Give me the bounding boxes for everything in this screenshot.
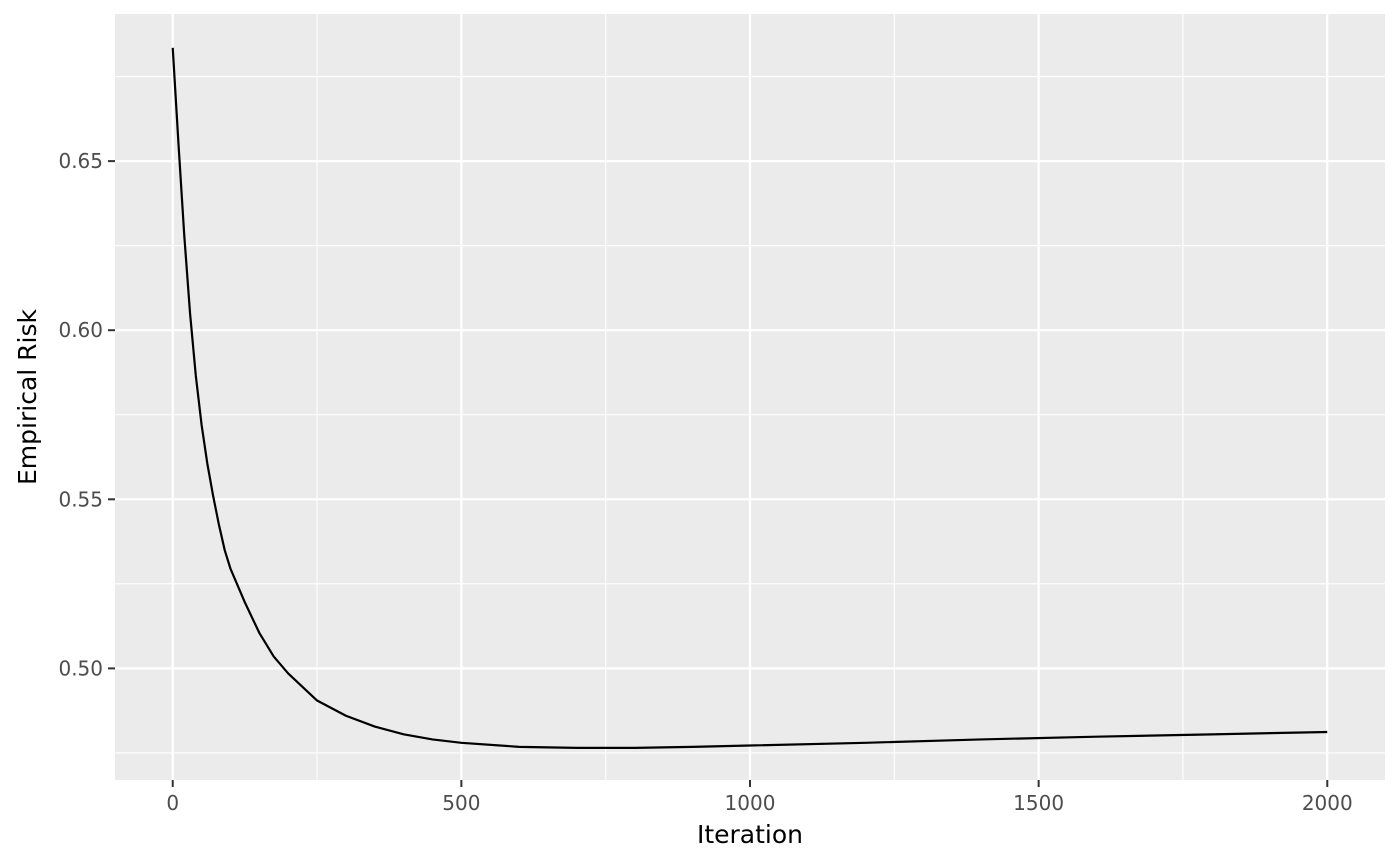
series-line (171, 47, 1328, 749)
x-tick-label: 1000 (725, 791, 776, 815)
x-axis-title: Iteration (697, 820, 803, 849)
x-tick-label: 500 (442, 791, 480, 815)
y-axis: 0.50 0.55 0.60 0.65 (58, 149, 115, 680)
x-tick-label: 1500 (1013, 791, 1064, 815)
x-tick-label: 2000 (1302, 791, 1353, 815)
grid-major (115, 14, 1385, 780)
x-axis: 0 500 1000 1500 2000 (166, 780, 1353, 815)
y-tick-label: 0.65 (58, 149, 103, 173)
y-tick-label: 0.60 (58, 318, 103, 342)
y-axis-title: Empirical Risk (13, 308, 42, 484)
y-tick-label: 0.55 (58, 487, 103, 511)
x-tick-label: 0 (166, 791, 179, 815)
y-tick-label: 0.50 (58, 656, 103, 680)
